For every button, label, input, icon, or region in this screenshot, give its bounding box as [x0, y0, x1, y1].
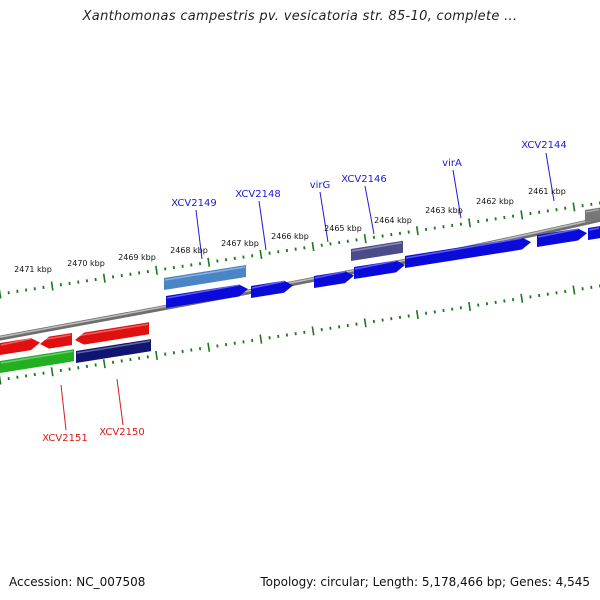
- lower-scale-major-tick: [363, 318, 367, 328]
- leader-xcv2151: [60, 384, 67, 431]
- gene-arrow-xcv2149[interactable]: [164, 265, 246, 290]
- lower-scale-major-tick: [415, 310, 419, 320]
- accession-text: Accession: NC_007508: [9, 575, 146, 589]
- lower-scale-major-tick: [520, 293, 524, 303]
- lower-scale-major-tick: [155, 350, 159, 361]
- gene-arrow-xcv2148-highlight: [251, 280, 285, 289]
- gene-arrow-virg[interactable]: [314, 271, 354, 288]
- gene-arrow-red-3[interactable]: [75, 322, 149, 345]
- gene-arrow-red-2-highlight: [40, 334, 72, 341]
- gene-arrow-xcv2144-highlight: [537, 228, 579, 238]
- gene-arrow-gray-edge[interactable]: [585, 207, 600, 222]
- gene-arrow-xcv2146[interactable]: [351, 240, 403, 261]
- gene-layer: [0, 207, 600, 373]
- gene-arrow-xcv2149-cds-highlight: [166, 284, 240, 299]
- gene-arrow-xcv2151-highlight: [0, 350, 74, 364]
- gene-arrow-xcv2151[interactable]: [0, 349, 74, 373]
- leader-xcv2148: [258, 200, 267, 251]
- gene-arrow-edge-highlight: [588, 227, 600, 231]
- gene-arrow-red-2[interactable]: [40, 332, 72, 349]
- gene-arrow-xcv2149-cds[interactable]: [166, 284, 248, 308]
- scale-label: 2466 kbp: [271, 232, 309, 241]
- leader-xcv2150: [116, 378, 124, 426]
- leader-xcv2149: [195, 209, 203, 260]
- lower-scale-major-tick: [572, 285, 576, 295]
- gene-arrow-xcv2146-cds-highlight: [354, 260, 397, 270]
- scale-label: 2464 kbp: [374, 216, 412, 225]
- tick-layer: [0, 201, 600, 385]
- lower-scale-major-tick: [102, 359, 106, 369]
- gene-label-xcv2144: XCV2144: [521, 140, 566, 151]
- scale-label: 2463 kbp: [425, 206, 463, 215]
- gene-arrow-xcv2148[interactable]: [251, 280, 293, 298]
- gene-arrow-red-3-highlight: [75, 323, 149, 337]
- scale-label: 2465 kbp: [324, 224, 362, 233]
- scale-label: 2470 kbp: [67, 259, 105, 268]
- gene-arrow-virg-highlight: [314, 270, 346, 279]
- lower-scale-major-tick: [207, 342, 211, 352]
- scale-label: 2461 kbp: [528, 187, 566, 196]
- gene-arrow-red-1[interactable]: [0, 338, 40, 355]
- gene-label-xcv2148: XCV2148: [235, 189, 280, 200]
- upper-scale-major-tick: [311, 241, 315, 252]
- gene-label-xcv2149: XCV2149: [171, 198, 216, 209]
- lower-scale-major-tick: [468, 301, 472, 312]
- lower-scale-major-tick: [0, 375, 2, 385]
- upper-scale-major-tick: [468, 218, 472, 228]
- scale-label: 2469 kbp: [118, 253, 156, 262]
- map-title: Xanthomonas campestris pv. vesicatoria s…: [82, 9, 518, 24]
- topology-text: Topology: circular; Length: 5,178,466 bp…: [260, 575, 590, 589]
- gene-arrow-xcv2149-highlight: [164, 266, 246, 281]
- upper-scale-major-tick: [102, 273, 106, 283]
- gene-label-virg: virG: [310, 180, 331, 191]
- leader-virg: [319, 191, 329, 243]
- upper-scale-major-tick: [415, 226, 419, 236]
- leader-xcv2144: [545, 152, 555, 202]
- gene-arrow-gray-edge-highlight: [585, 208, 600, 213]
- scale-label: 2467 kbp: [221, 239, 259, 248]
- gene-label-xcv2146: XCV2146: [341, 174, 386, 185]
- gene-label-xcv2151: XCV2151: [42, 433, 87, 444]
- upper-scale-major-tick: [207, 257, 211, 267]
- lower-scale-major-tick: [259, 334, 263, 344]
- gene-arrow-xcv2146-cds[interactable]: [354, 260, 405, 279]
- gene-label-vira: virA: [442, 158, 462, 169]
- label-layer: 2471 kbp 2470 kbp 2469 kbp 2468 kbp 2467 kbp…: [14, 140, 567, 444]
- gene-arrow-xcv2150[interactable]: [76, 339, 151, 363]
- scale-label: 2468 kbp: [170, 246, 208, 255]
- gene-arrow-xcv2150-highlight: [76, 340, 151, 354]
- scale-label: 2471 kbp: [14, 265, 52, 274]
- scale-label: 2462 kbp: [476, 197, 514, 206]
- upper-scale-major-tick: [572, 202, 576, 212]
- gene-arrow-red-1-highlight: [0, 337, 32, 346]
- gene-arrow-edge[interactable]: [588, 226, 600, 240]
- upper-scale-major-tick: [363, 234, 367, 244]
- gene-arrow-vira-highlight: [405, 237, 523, 259]
- gene-label-xcv2150: XCV2150: [99, 427, 144, 438]
- upper-scale-major-tick: [50, 281, 54, 291]
- leader-vira: [452, 169, 462, 219]
- lower-scale-major-tick: [50, 367, 54, 377]
- upper-scale-major-tick: [520, 210, 524, 220]
- upper-scale-major-tick: [0, 289, 2, 299]
- gene-arrow-vira[interactable]: [405, 237, 531, 268]
- gene-arrow-xcv2144[interactable]: [537, 228, 587, 247]
- upper-scale-major-tick: [259, 249, 263, 260]
- leader-layer: [60, 152, 555, 431]
- gene-arrow-xcv2146-highlight: [351, 242, 403, 252]
- lower-scale-major-tick: [311, 326, 315, 336]
- upper-scale-major-tick: [155, 265, 158, 275]
- leader-xcv2146: [364, 185, 375, 235]
